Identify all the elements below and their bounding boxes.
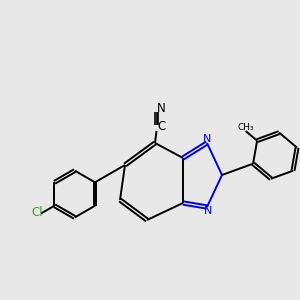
Text: CH₃: CH₃ bbox=[238, 123, 255, 132]
Text: N: N bbox=[203, 134, 211, 144]
Text: N: N bbox=[204, 206, 213, 216]
Text: C: C bbox=[157, 120, 165, 133]
Text: Cl: Cl bbox=[32, 206, 43, 219]
Text: N: N bbox=[157, 102, 166, 115]
